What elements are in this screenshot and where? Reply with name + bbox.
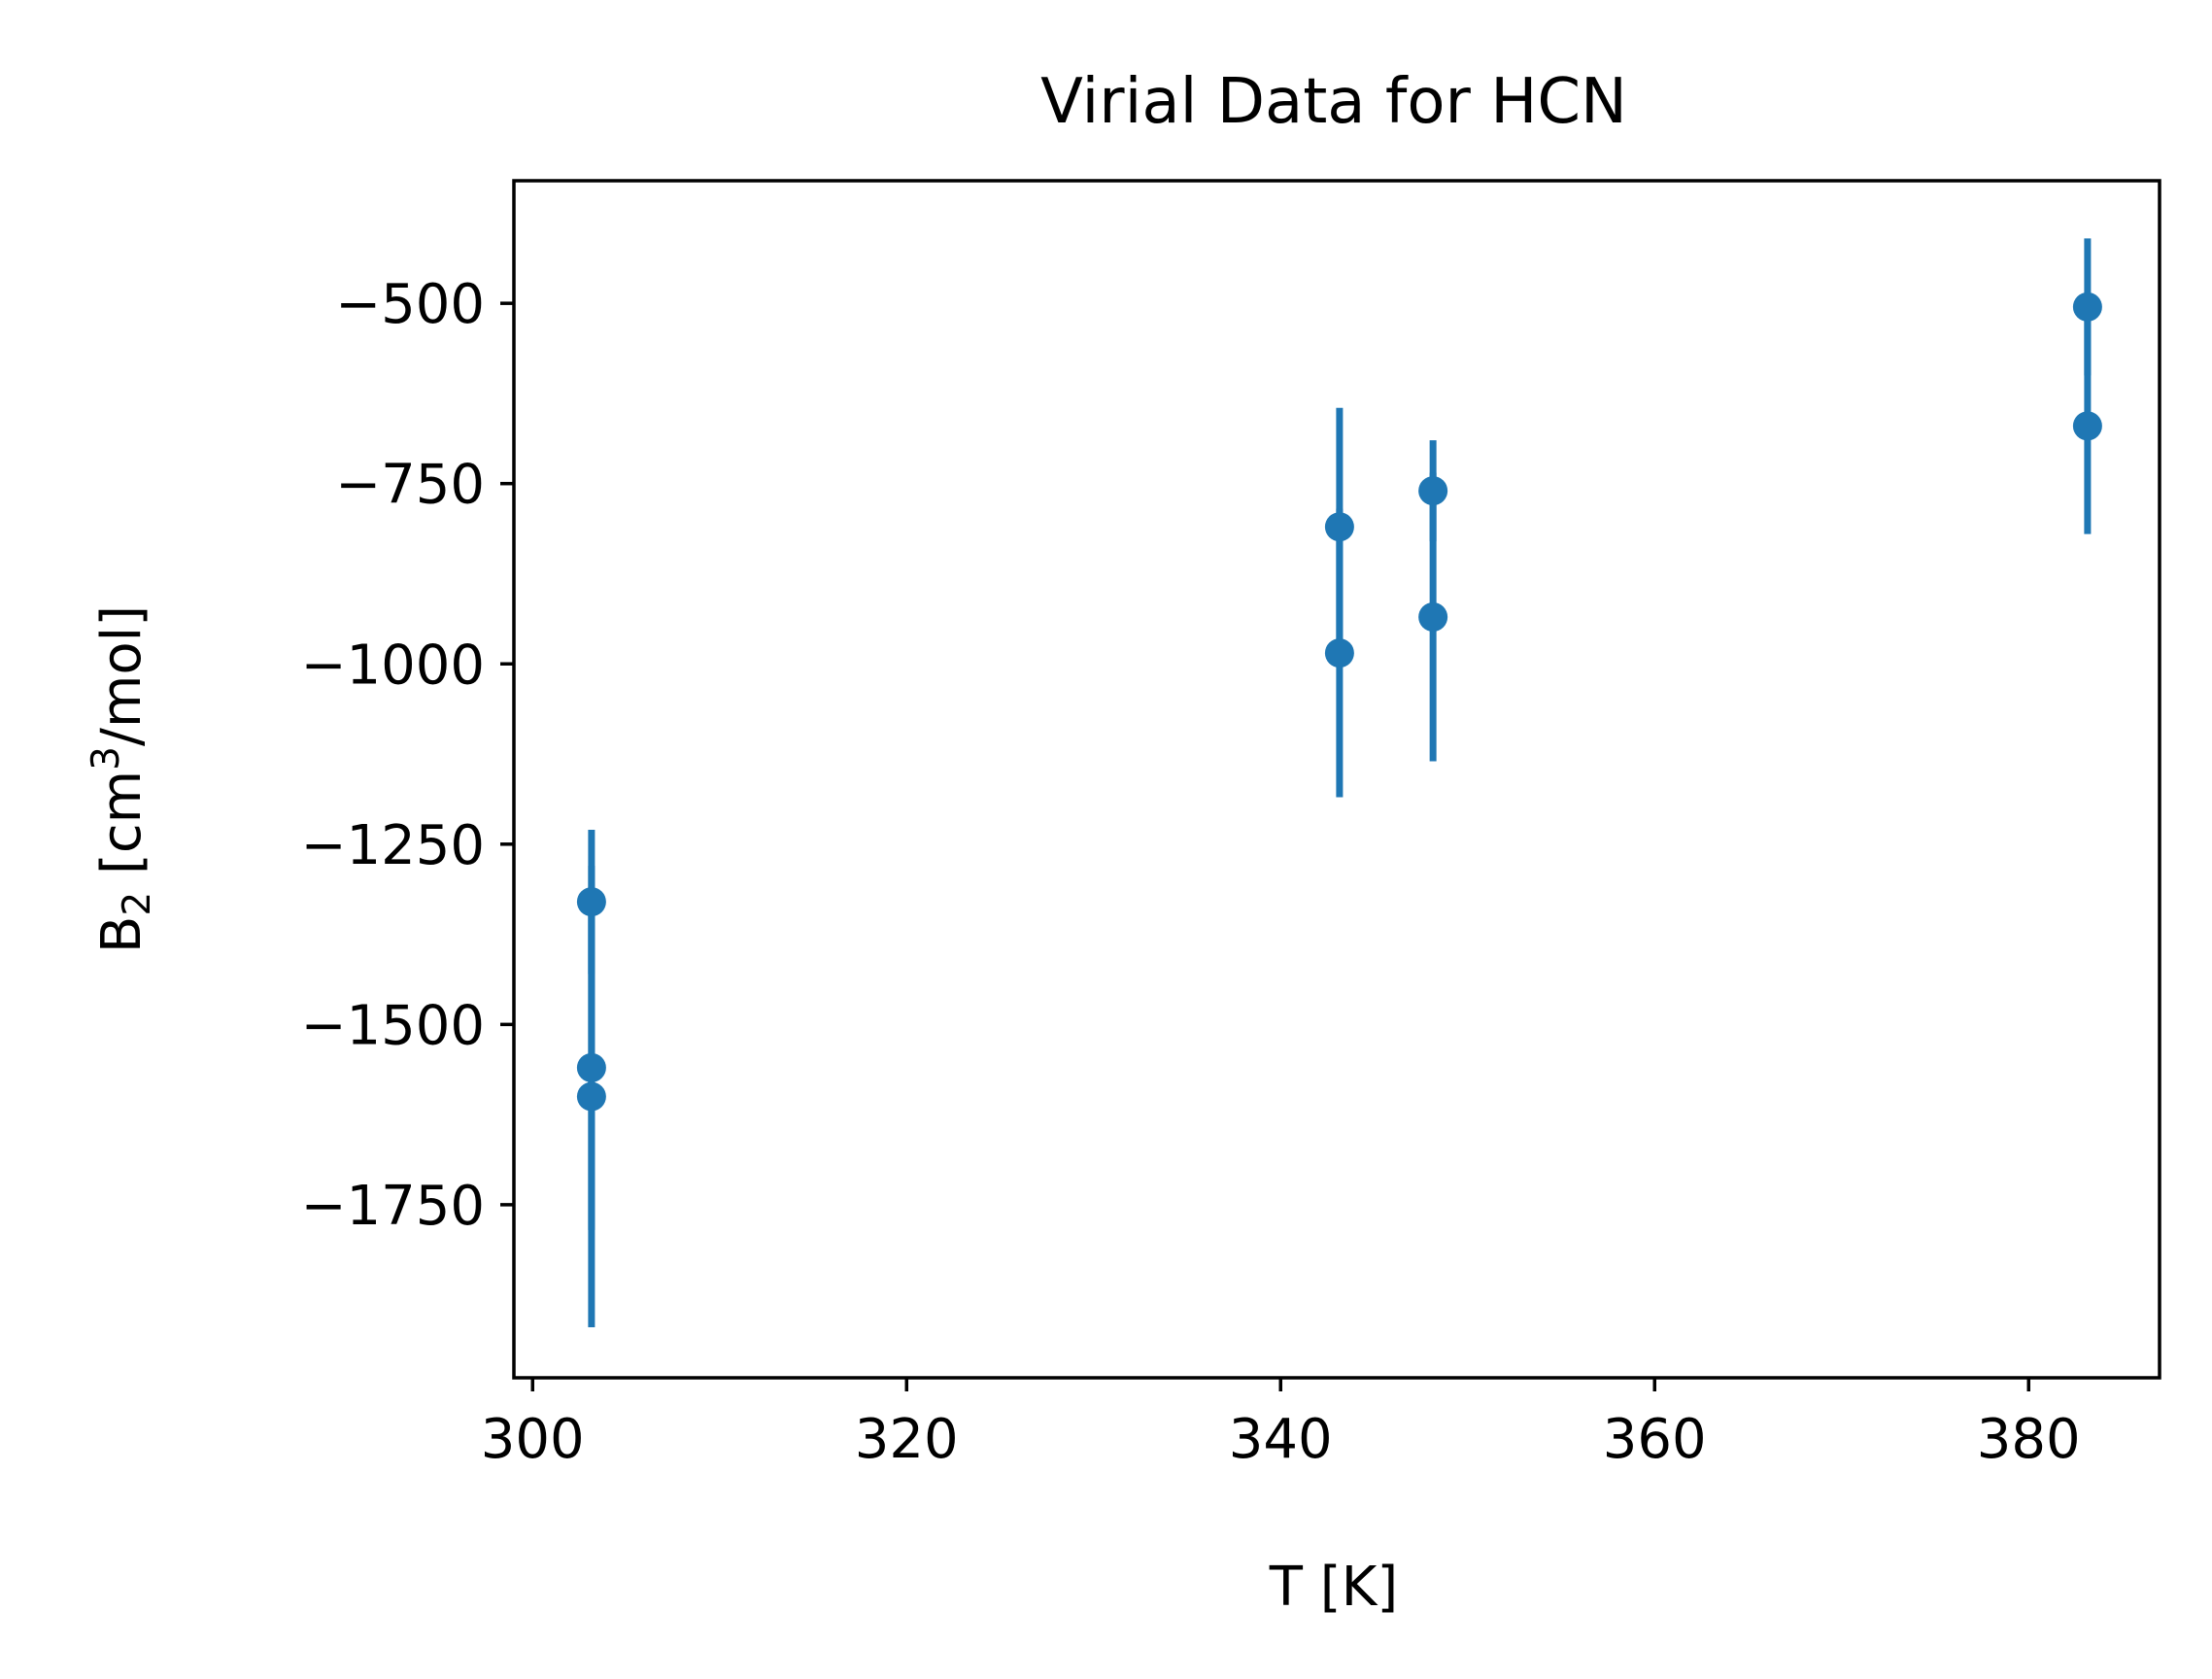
y-axis-label-main: B [90,916,153,953]
y-tick-label: −1750 [301,1175,485,1238]
x-tick-label: 320 [855,1408,959,1471]
data-point [1324,512,1354,542]
y-axis-ticks: −500 −750 −1000 −1250 −1500 −1750 [301,273,514,1238]
data-point [1418,602,1448,633]
chart-title: Virial Data for HCN [1040,66,1627,138]
x-tick-label: 360 [1603,1408,1707,1471]
data-point [2072,411,2102,441]
y-tick-label: −1250 [301,814,485,877]
data-point [2072,291,2102,322]
data-point [576,1052,606,1082]
plot-frame [512,179,2161,1380]
y-axis-label-sub: 2 [116,892,159,916]
y-tick-label: −1500 [301,994,485,1057]
y-axis-label-rest-a: [cm [90,771,153,892]
data-point [576,887,606,917]
x-axis-ticks: 300 320 340 360 380 [481,1378,2081,1471]
y-tick-label: −500 [335,273,485,336]
data-point [1418,476,1448,506]
y-axis-label-rest-b: /mol] [90,605,153,746]
y-axis-label: B2 [cm3/mol] [85,605,159,953]
data-point [1324,638,1354,668]
x-tick-label: 300 [481,1408,585,1471]
y-tick-label: −1000 [301,634,485,697]
y-axis-label-sup: 3 [85,746,128,771]
x-axis-label: T [K] [1269,1556,1398,1619]
data-point [576,1081,606,1112]
y-tick-label: −750 [335,454,485,517]
x-tick-label: 380 [1977,1408,2081,1471]
plot-area [576,238,2102,1328]
x-tick-label: 340 [1229,1408,1333,1471]
